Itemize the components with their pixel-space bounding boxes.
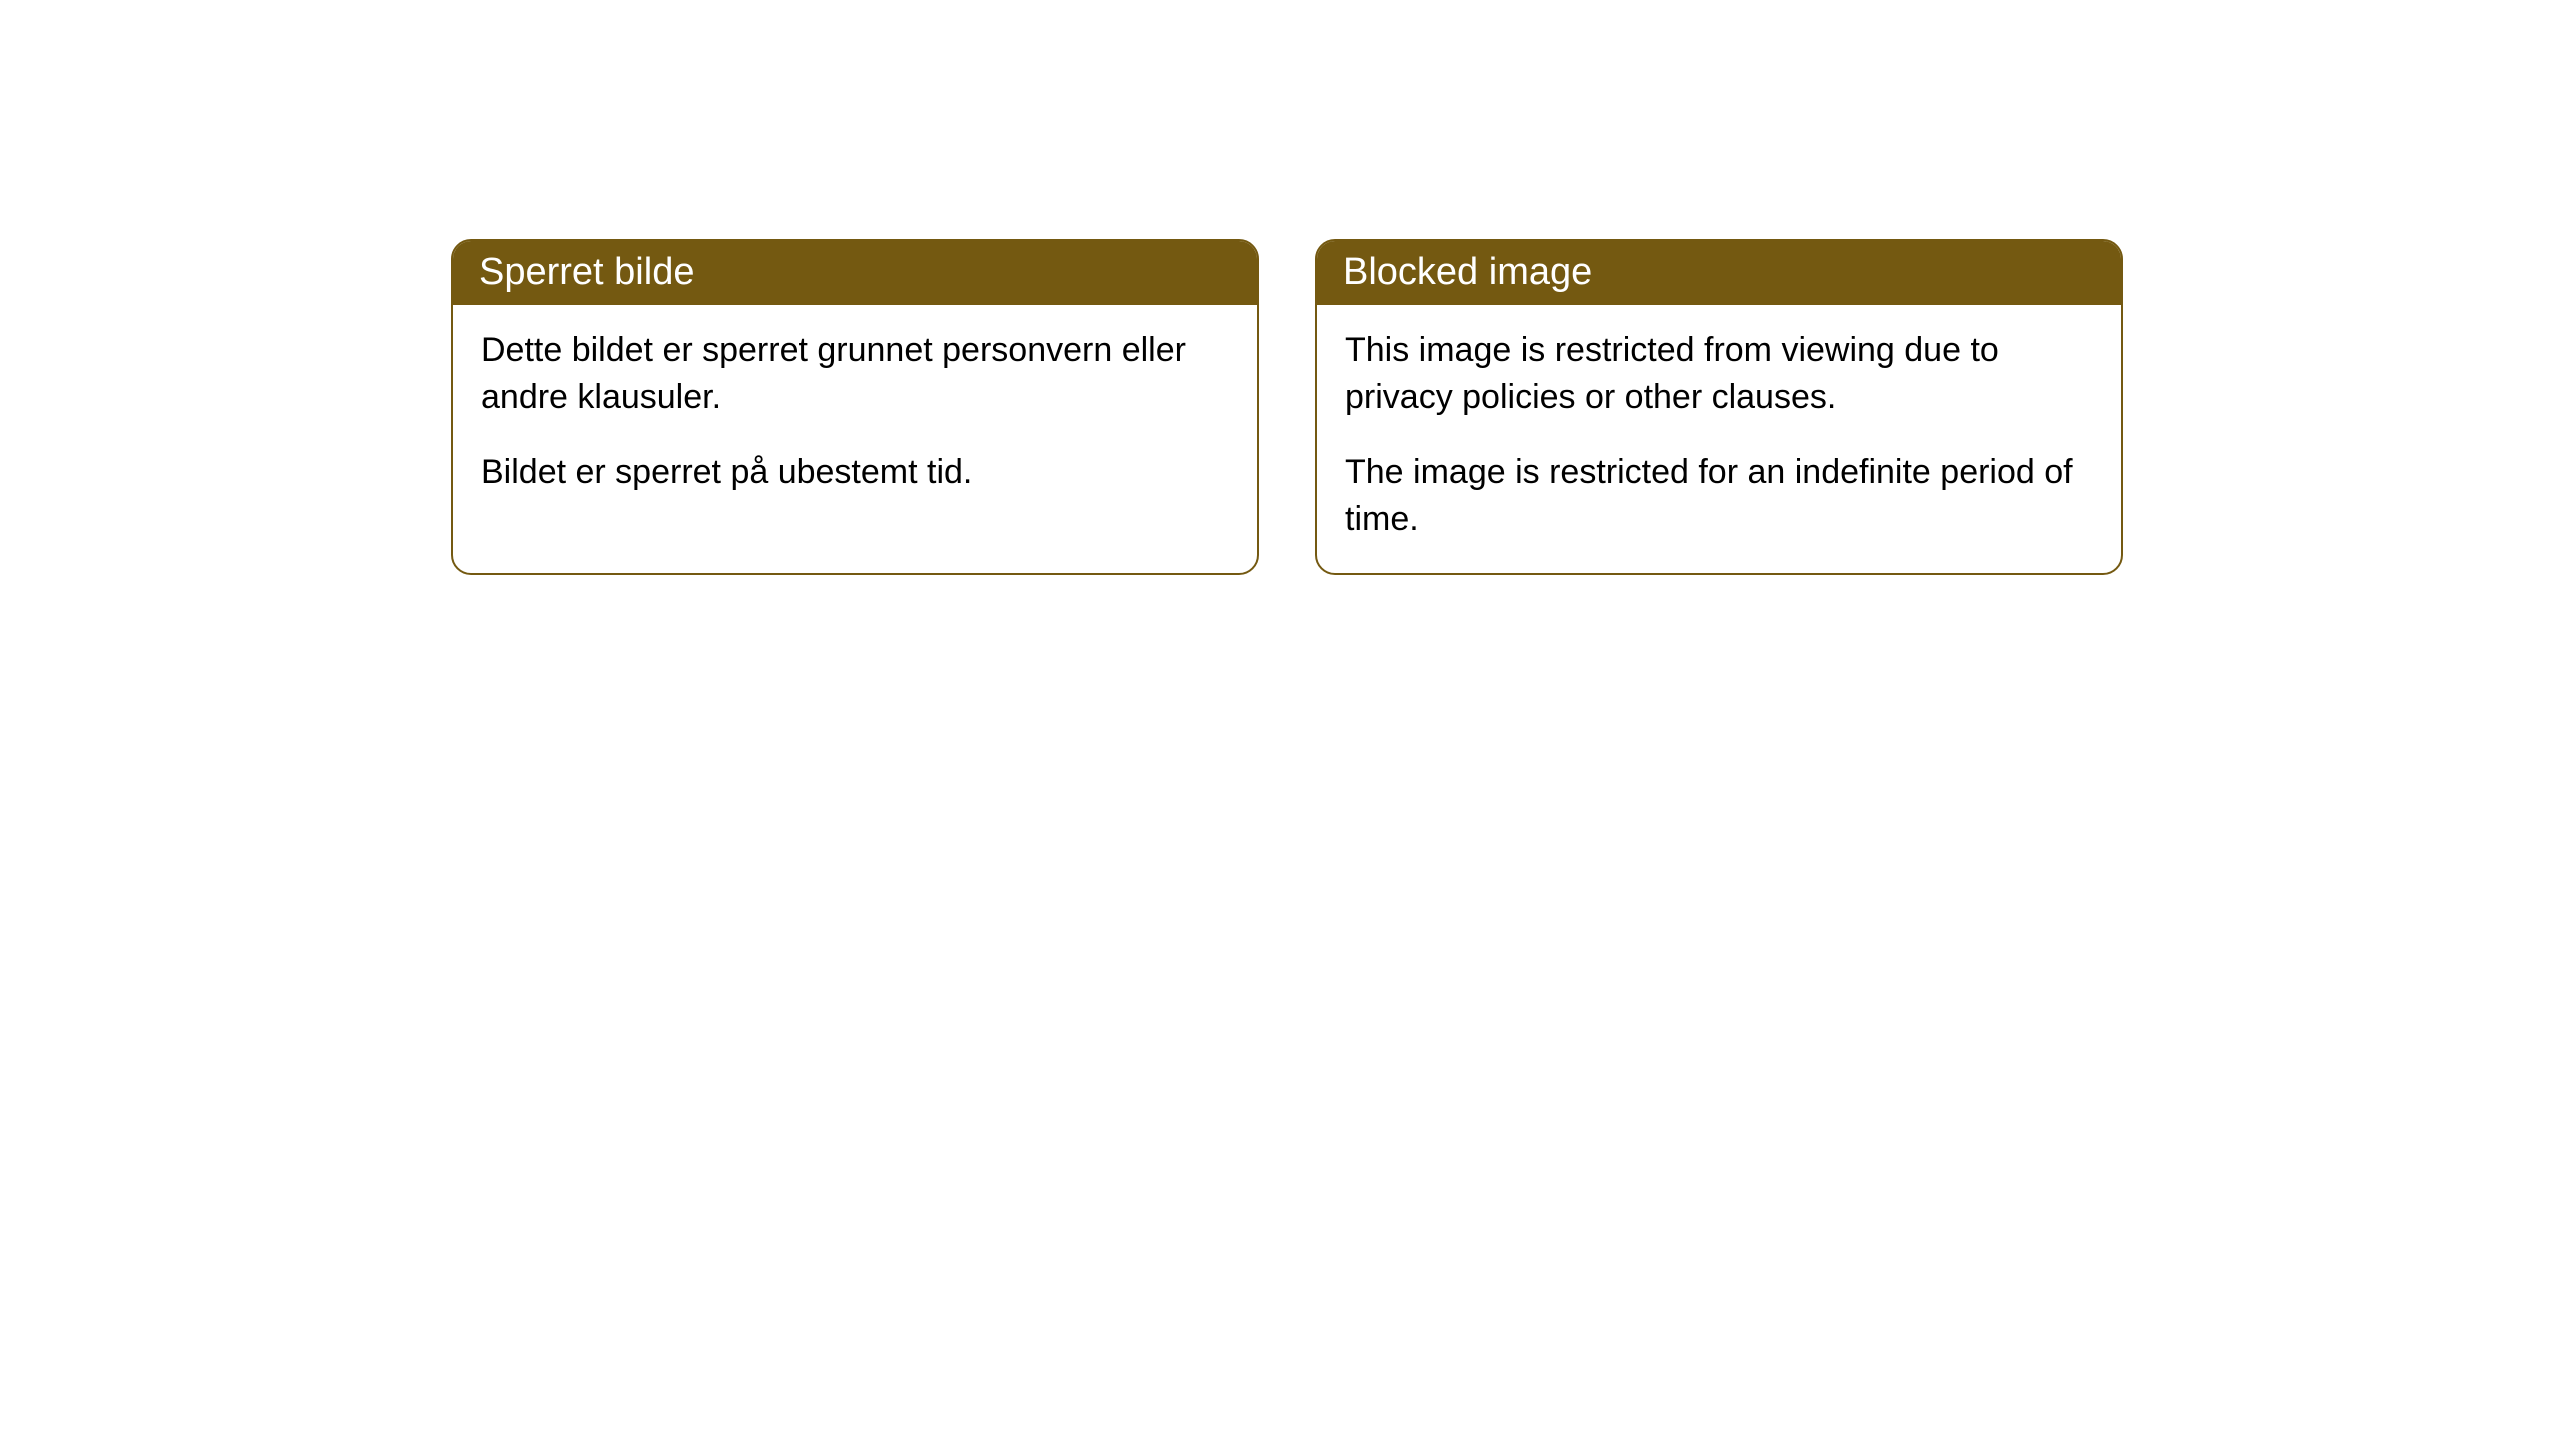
notice-card-english: Blocked image This image is restricted f… — [1315, 239, 2123, 575]
card-body: Dette bildet er sperret grunnet personve… — [453, 305, 1257, 526]
card-paragraph: This image is restricted from viewing du… — [1345, 327, 2093, 421]
card-paragraph: Bildet er sperret på ubestemt tid. — [481, 449, 1229, 496]
card-paragraph: The image is restricted for an indefinit… — [1345, 449, 2093, 543]
card-header: Blocked image — [1317, 241, 2121, 305]
card-header: Sperret bilde — [453, 241, 1257, 305]
card-body: This image is restricted from viewing du… — [1317, 305, 2121, 573]
notice-cards-container: Sperret bilde Dette bildet er sperret gr… — [451, 239, 2123, 575]
notice-card-norwegian: Sperret bilde Dette bildet er sperret gr… — [451, 239, 1259, 575]
card-title: Sperret bilde — [479, 251, 694, 293]
card-title: Blocked image — [1343, 251, 1592, 293]
card-paragraph: Dette bildet er sperret grunnet personve… — [481, 327, 1229, 421]
